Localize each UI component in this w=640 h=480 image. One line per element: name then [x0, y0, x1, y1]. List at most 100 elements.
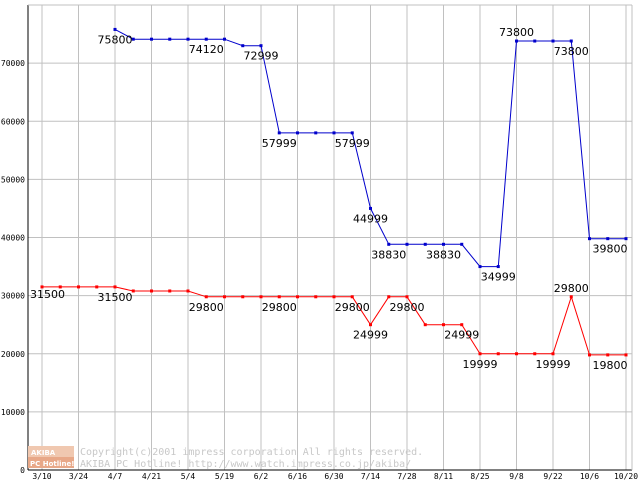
- x-tick-label: 4/7: [108, 472, 123, 480]
- x-tick-label: 6/2: [254, 472, 269, 480]
- axes: [27, 4, 633, 471]
- data-label: 75800: [98, 33, 133, 46]
- y-tick-label: 40000: [1, 234, 25, 243]
- x-tick-label: 10/20: [614, 472, 638, 480]
- data-point: [369, 206, 372, 210]
- data-point: [624, 237, 628, 241]
- x-tick-label: 10/6: [580, 472, 599, 480]
- y-tick-label: 50000: [1, 175, 25, 184]
- data-point: [460, 242, 464, 246]
- data-point: [40, 285, 44, 289]
- data-point: [606, 353, 610, 357]
- x-tick-label: 4/21: [142, 472, 161, 480]
- x-tick-label: 8/25: [470, 472, 489, 480]
- data-label: 29800: [335, 301, 370, 314]
- watermark: AKIBA PC Hotline! Copyright(c)2001 impre…: [28, 446, 423, 470]
- data-label: 57999: [335, 137, 370, 150]
- data-point: [478, 352, 482, 356]
- website-line: AKIBA PC Hotline! http://www.watch.impre…: [80, 459, 411, 470]
- data-point: [606, 237, 610, 241]
- data-point: [241, 44, 245, 48]
- data-point: [150, 289, 153, 293]
- x-tick-label: 8/11: [434, 472, 453, 480]
- data-label: 24999: [444, 329, 479, 342]
- data-label: 29800: [189, 301, 224, 314]
- data-label: 29800: [554, 282, 589, 295]
- series-points: [40, 27, 628, 357]
- data-point: [423, 242, 427, 246]
- grid: [28, 5, 632, 470]
- data-label: 38830: [426, 248, 461, 261]
- data-point: [332, 131, 336, 135]
- data-point: [350, 131, 354, 135]
- data-point: [223, 37, 226, 41]
- data-point: [442, 242, 445, 246]
- y-tick-label: 30000: [1, 292, 25, 301]
- data-point: [314, 295, 318, 299]
- data-point: [551, 39, 555, 43]
- data-point: [58, 285, 62, 289]
- data-point: [259, 295, 263, 299]
- data-point: [515, 39, 518, 43]
- data-point: [423, 323, 427, 327]
- y-tick-label: 0: [20, 466, 25, 475]
- data-point: [241, 295, 245, 299]
- data-label: 38830: [371, 248, 406, 261]
- data-point: [186, 37, 190, 41]
- data-point: [186, 289, 190, 293]
- data-point: [277, 295, 281, 299]
- data-point: [387, 242, 391, 246]
- data-label: 74120: [189, 43, 224, 56]
- data-point: [551, 352, 555, 356]
- data-point: [405, 295, 409, 299]
- data-label: 73800: [499, 26, 534, 39]
- data-point: [314, 131, 318, 135]
- y-tick-label: 60000: [1, 117, 25, 126]
- data-label: 73800: [554, 45, 589, 58]
- data-point: [259, 44, 263, 48]
- x-tick-label: 6/30: [324, 472, 343, 480]
- data-point: [350, 295, 354, 299]
- data-label: 31500: [98, 291, 133, 304]
- data-label: 57999: [262, 137, 297, 150]
- x-axis-ticks: 3/10 3/24 4/7 4/21 5/4 5/19 6/2 6/16 6/30 7/14 7/2…: [32, 472, 638, 480]
- data-point: [569, 39, 573, 43]
- data-point: [204, 37, 208, 41]
- data-point: [131, 289, 135, 293]
- x-tick-label: 3/10: [32, 472, 51, 480]
- y-tick-label: 20000: [1, 350, 25, 359]
- data-point: [369, 323, 372, 327]
- data-label: 19999: [463, 358, 498, 371]
- data-point: [496, 352, 500, 356]
- data-point: [223, 295, 226, 299]
- data-label: 19800: [593, 359, 628, 372]
- data-point: [113, 27, 117, 31]
- data-point: [515, 352, 518, 356]
- data-point: [533, 352, 537, 356]
- x-tick-label: 5/19: [215, 472, 234, 480]
- y-axis-ticks: 0 10000 20000 30000 40000 50000 60000 70000: [1, 59, 25, 475]
- data-point: [150, 37, 153, 41]
- x-tick-label: 6/16: [288, 472, 307, 480]
- x-tick-label: 3/24: [69, 472, 88, 480]
- akiba-logo-bottom: PC Hotline!: [30, 460, 74, 468]
- data-point: [131, 37, 135, 41]
- data-point: [533, 39, 537, 43]
- akiba-logo-box-lower: [28, 457, 74, 468]
- x-tick-label: 9/8: [509, 472, 524, 480]
- copyright-line: Copyright(c)2001 impress corporation All…: [80, 447, 423, 458]
- data-point: [113, 285, 117, 289]
- data-point: [478, 265, 482, 269]
- data-point: [442, 323, 445, 327]
- data-label: 34999: [481, 271, 516, 284]
- data-label: 19999: [536, 358, 571, 371]
- data-point: [569, 295, 573, 299]
- data-label: 39800: [593, 243, 628, 256]
- data-label: 44999: [353, 212, 388, 225]
- x-tick-label: 7/28: [397, 472, 416, 480]
- data-point: [496, 265, 500, 269]
- data-point: [460, 323, 464, 327]
- data-point: [332, 295, 336, 299]
